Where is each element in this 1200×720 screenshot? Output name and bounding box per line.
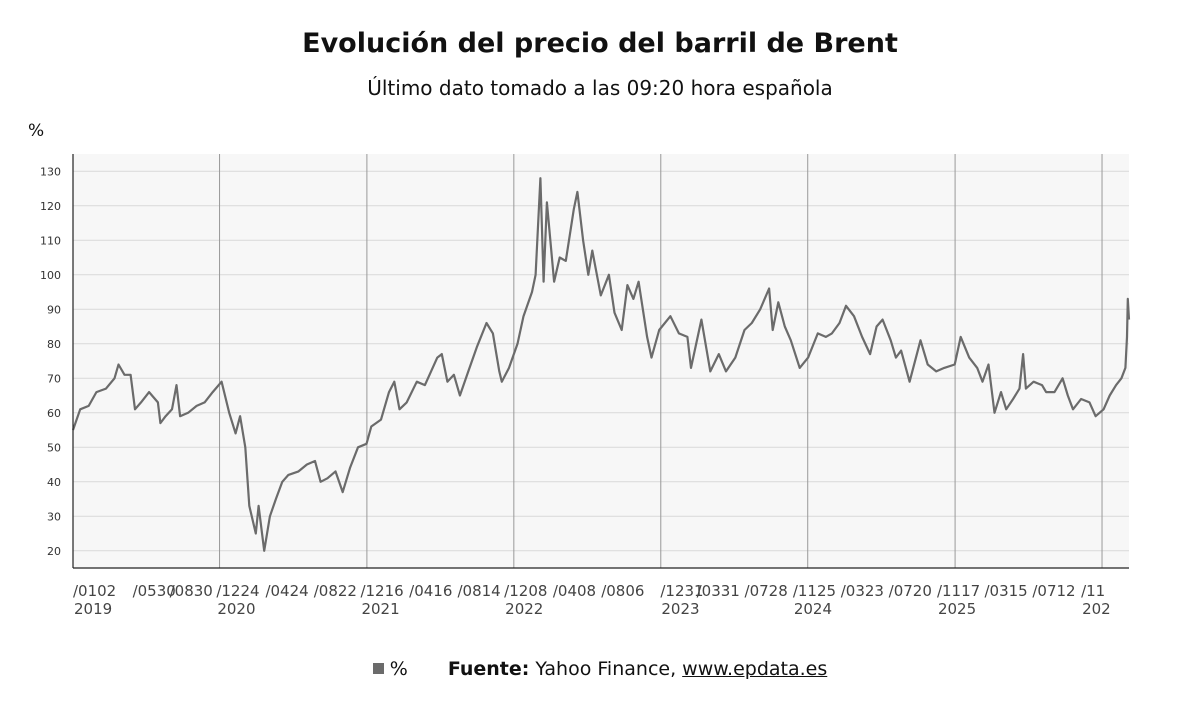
x-tick-14: /0728: [745, 582, 788, 600]
x-tick-21: /11: [1081, 582, 1105, 600]
x-tick-year-12: 2023: [661, 600, 699, 618]
y-tick-100: 100: [40, 269, 61, 282]
legend-item: %: [372, 658, 408, 680]
x-tick-9: /1208: [504, 582, 547, 600]
source-text: Yahoo Finance,: [535, 658, 677, 680]
x-tick-12: /1231: [660, 582, 703, 600]
y-tick-60: 60: [47, 407, 61, 420]
x-tick-year-15: 2024: [794, 600, 832, 618]
x-tick-17: /0720: [889, 582, 932, 600]
y-tick-120: 120: [40, 200, 61, 213]
x-tick-2: /0830: [170, 582, 213, 600]
chart-subtitle: Último dato tomado a las 09:20 hora espa…: [367, 76, 833, 100]
x-tick-1: /0530: [133, 582, 176, 600]
y-tick-90: 90: [47, 303, 61, 316]
x-tick-20: /0712: [1032, 582, 1075, 600]
x-tick-year-0: 2019: [74, 600, 112, 618]
year-gridlines: [219, 154, 1103, 568]
epdata-link[interactable]: www.epdata.es: [682, 658, 828, 680]
x-tick-year-6: 2021: [361, 600, 399, 618]
x-tick-year-21: 202: [1082, 600, 1111, 618]
y-tick-20: 20: [47, 545, 61, 558]
x-tick-13: /0331: [697, 582, 740, 600]
x-tick-3: /1224: [216, 582, 259, 600]
y-tick-130: 130: [40, 165, 61, 178]
y-tick-labels: 20 30 40 50 60 70 80 90 100 110 120 130: [40, 165, 61, 558]
x-tick-6: /1216: [360, 582, 403, 600]
line-chart: 20 30 40 50 60 70 80 90 100 110 120 130 /01022019/0…: [40, 154, 1131, 618]
series-line-brent: [71, 177, 1131, 552]
x-tick-year-9: 2022: [505, 600, 543, 618]
y-tick-30: 30: [47, 510, 61, 523]
x-tick-11: /0806: [601, 582, 644, 600]
x-tick-5: /0822: [314, 582, 357, 600]
legend-label: %: [389, 658, 408, 680]
chart-title: Evolución del precio del barril de Brent: [302, 28, 898, 59]
x-tick-19: /0315: [984, 582, 1027, 600]
y-tick-40: 40: [47, 476, 61, 489]
y-tick-50: 50: [47, 441, 61, 454]
x-tick-8: /0814: [457, 582, 500, 600]
y-tick-80: 80: [47, 338, 61, 351]
horizontal-gridlines: [73, 170, 1129, 552]
y-tick-110: 110: [40, 234, 61, 247]
x-tick-18: /1117: [937, 582, 980, 600]
x-tick-4: /0424: [265, 582, 308, 600]
y-axis-unit-label: %: [28, 121, 45, 141]
x-tick-labels: /01022019/0530/0830/12242020/0424/0822/1…: [73, 582, 1111, 618]
y-tick-70: 70: [47, 372, 61, 385]
x-tick-year-18: 2025: [938, 600, 976, 618]
x-tick-7: /0416: [409, 582, 452, 600]
x-tick-15: /1125: [793, 582, 836, 600]
source-label: Fuente:: [447, 658, 530, 680]
x-tick-16: /0323: [841, 582, 884, 600]
x-tick-year-3: 2020: [217, 600, 255, 618]
chart-footer: % Fuente: Yahoo Finance, www.epdata.es: [0, 658, 1200, 680]
legend-swatch: [372, 663, 384, 674]
x-tick-0: /0102: [73, 582, 116, 600]
x-tick-10: /0408: [553, 582, 596, 600]
